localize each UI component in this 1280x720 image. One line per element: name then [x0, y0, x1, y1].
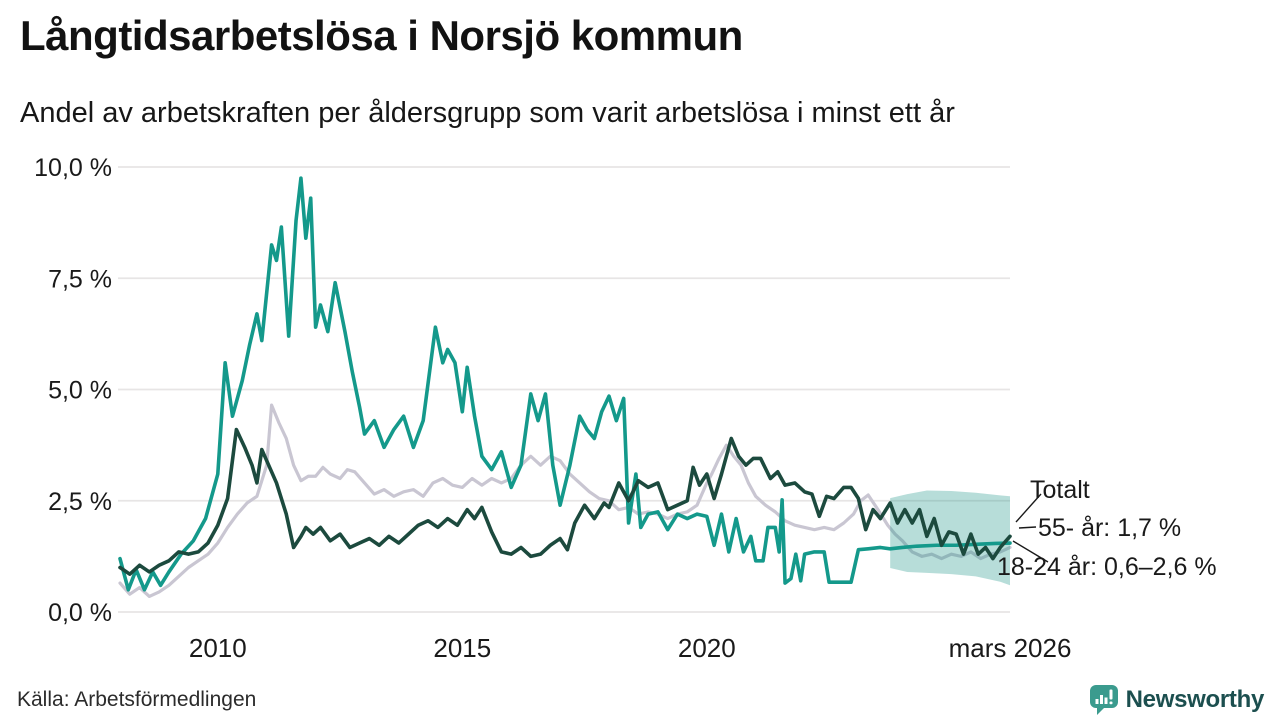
leader-line: [1018, 526, 1037, 529]
y-tick-label: 10,0 %: [34, 154, 112, 182]
series-line-totalt: [118, 403, 1012, 599]
series-line-55: [118, 427, 1012, 576]
y-tick-label: 0,0 %: [48, 599, 112, 627]
newsworthy-wordmark: Newsworthy: [1125, 686, 1265, 713]
x-tick-label: mars 2026: [949, 633, 1072, 663]
newsworthy-bubble-chart-icon: [1089, 685, 1118, 715]
annotation-55-ar: 55- år: 1,7 %: [1038, 514, 1182, 542]
y-tick-label: 2,5 %: [48, 488, 112, 516]
y-axis-labels: 0,0 % 2,5 % 5,0 % 7,5 % 10,0 %: [34, 154, 112, 627]
x-axis-labels: 2010 2015 2020 mars 2026: [189, 633, 1072, 663]
y-tick-label: 7,5 %: [48, 265, 112, 293]
x-tick-label: 2010: [189, 633, 247, 663]
source-note: Källa: Arbetsförmedlingen: [17, 688, 257, 711]
annotation-18-24-ar: 18-24 år: 0,6–2,6 %: [997, 553, 1217, 581]
y-tick-label: 5,0 %: [48, 377, 112, 405]
forecast-band-18-24: [890, 490, 1010, 586]
x-tick-label: 2020: [678, 633, 736, 663]
page-title: Långtidsarbetslösa i Norsjö kommun: [20, 12, 743, 59]
x-tick-label: 2015: [433, 633, 491, 663]
annotation-totalt: Totalt: [1030, 476, 1090, 504]
gridlines: [118, 166, 1010, 613]
series-line-18-24: [118, 176, 1012, 592]
newsworthy-logo: Newsworthy: [1089, 684, 1264, 716]
page-subtitle: Andel av arbetskraften per åldersgrupp s…: [20, 97, 955, 129]
